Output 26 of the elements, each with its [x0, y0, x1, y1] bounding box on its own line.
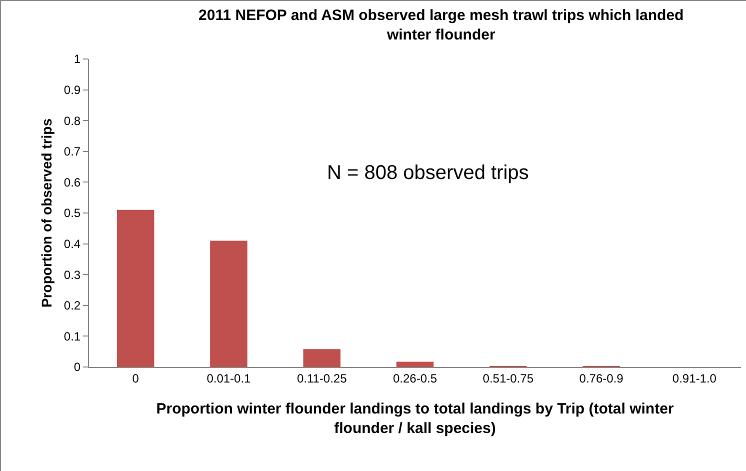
y-tick-label: 0.7 [64, 144, 81, 159]
bar [116, 210, 154, 367]
y-tick-label: 0.8 [64, 114, 81, 128]
y-tick-label: 0.4 [64, 237, 81, 251]
y-axis-title: Proportion of observed trips [38, 118, 55, 308]
y-tick-label: 0 [74, 360, 81, 374]
y-tick-label: 0.6 [64, 175, 81, 190]
x-tick-label: 0.01-0.1 [206, 371, 252, 386]
y-tick-label: 0.5 [64, 206, 81, 220]
y-tick-label: 0.1 [64, 329, 81, 344]
y-tick-label: 0.2 [64, 298, 81, 313]
x-tick-label: 0.11-0.25 [296, 371, 348, 386]
x-tick-label: 0.26-0.5 [392, 371, 438, 386]
y-tick-label: 1 [74, 52, 81, 66]
y-tick-label: 0.3 [64, 268, 81, 282]
annotation: N = 808 observed trips [327, 162, 529, 184]
x-tick-label: 0.51-0.75 [482, 371, 534, 386]
x-tick-label: 0.91-1.0 [672, 371, 717, 386]
chart-title: 2011 NEFOP and ASM observed large mesh trawl trips which landed winter flounder [198, 6, 684, 44]
bar [210, 240, 248, 367]
x-tick-label: 0.76-0.9 [579, 371, 624, 386]
bar [396, 362, 434, 367]
x-tick-label: 0 [132, 371, 140, 386]
bar [303, 349, 340, 367]
x-axis-title: Proportion winter flounder landings to total landings by Trip (total winter flounder / kall species) [156, 400, 674, 437]
y-tick-label: 0.9 [64, 83, 81, 97]
